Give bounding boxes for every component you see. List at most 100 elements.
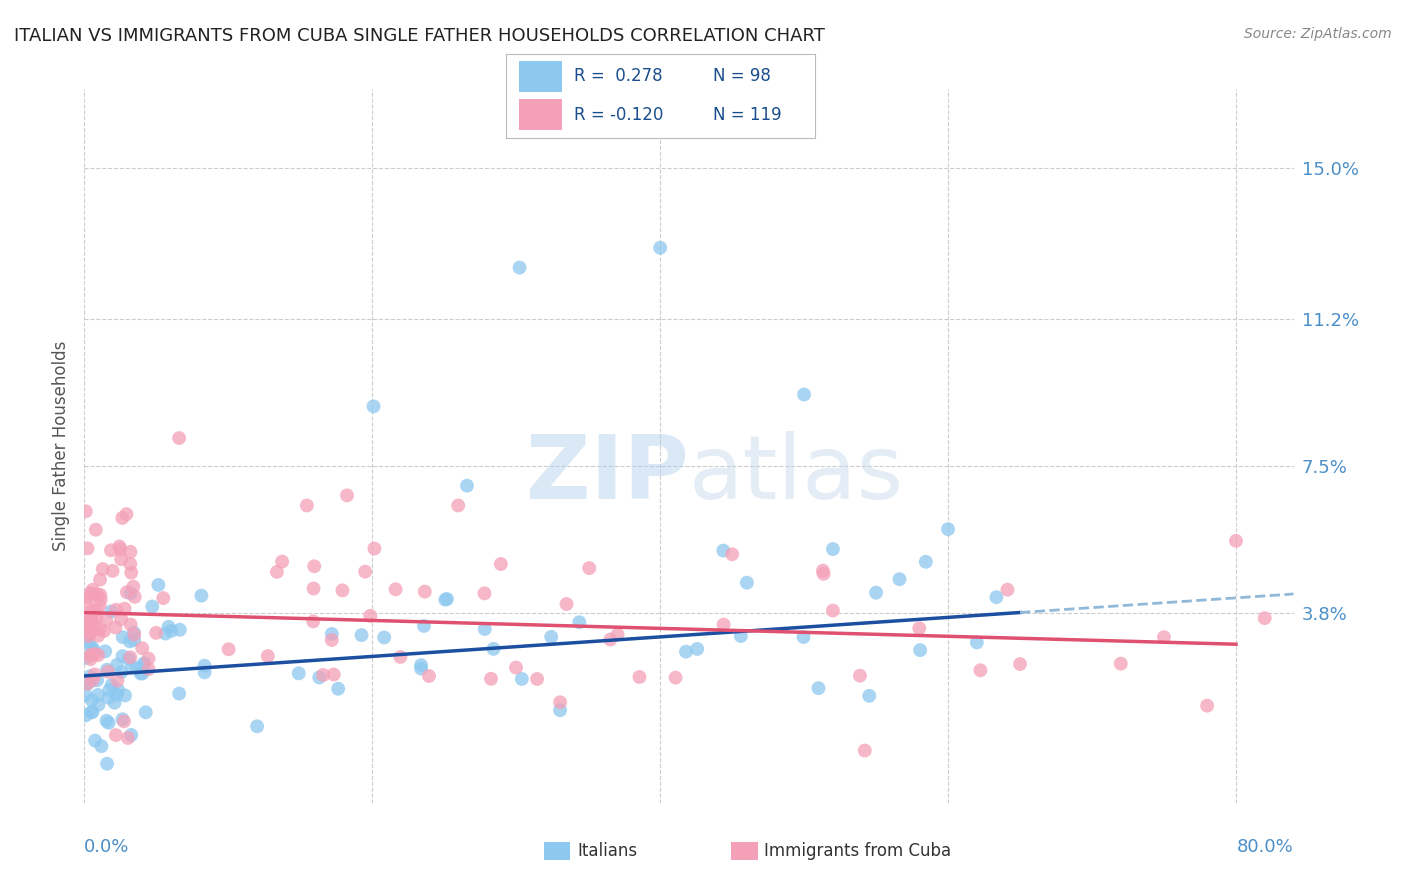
Point [75, 630, 97, 644]
Point [86, 611, 108, 625]
Point [509, 260, 531, 275]
Point [80, 648, 103, 663]
Bar [731, 842, 758, 860]
Point [91, 562, 114, 576]
Point [90, 592, 112, 607]
Point [100, 604, 122, 618]
Point [322, 667, 344, 681]
Point [90, 739, 112, 754]
Point [76, 541, 98, 556]
Point [853, 743, 876, 757]
Point [84, 733, 107, 747]
Point [75, 504, 97, 518]
Point [76, 677, 98, 691]
Point [111, 511, 134, 525]
Point [96, 756, 118, 771]
Point [510, 672, 533, 686]
Point [80, 648, 103, 662]
Point [108, 540, 131, 554]
Point [169, 623, 191, 637]
Point [336, 488, 359, 502]
Point [124, 590, 146, 604]
Point [328, 681, 350, 696]
Point [94, 613, 117, 627]
Point [84, 523, 107, 537]
Point [373, 631, 395, 645]
Point [997, 582, 1019, 597]
Point [1008, 657, 1031, 671]
Point [190, 589, 212, 603]
Point [111, 630, 134, 644]
Point [578, 561, 600, 575]
Point [80, 673, 103, 688]
Point [82, 587, 104, 601]
Point [79, 624, 101, 639]
Point [79, 586, 101, 600]
Point [413, 619, 436, 633]
Point [110, 612, 132, 626]
Point [120, 545, 142, 559]
Point [568, 615, 591, 630]
Point [120, 728, 142, 742]
Point [321, 632, 343, 647]
Point [77, 676, 100, 690]
Point [271, 555, 294, 569]
Point [389, 650, 412, 665]
Point [100, 678, 122, 692]
Point [118, 652, 141, 666]
Point [132, 657, 155, 672]
Point [114, 601, 136, 615]
Point [104, 728, 127, 742]
Point [84, 647, 107, 661]
Point [675, 645, 697, 659]
Point [986, 590, 1008, 604]
Point [122, 633, 145, 648]
Text: N = 119: N = 119 [713, 105, 782, 123]
Point [79, 626, 101, 640]
Point [79, 669, 101, 683]
Point [363, 541, 385, 556]
Point [111, 712, 134, 726]
Point [96, 663, 118, 677]
Point [302, 582, 325, 596]
Point [76, 597, 98, 611]
Point [111, 649, 134, 664]
Point [1153, 630, 1175, 644]
Point [120, 566, 142, 580]
Point [77, 629, 100, 643]
Point [821, 542, 844, 557]
Point [75, 611, 97, 625]
Point [908, 621, 931, 635]
Point [914, 555, 936, 569]
Point [80, 706, 103, 720]
Point [131, 641, 153, 656]
Point [447, 499, 470, 513]
Point [138, 651, 160, 665]
Point [1254, 611, 1277, 625]
Point [86, 588, 108, 602]
Point [89, 623, 111, 637]
Point [107, 683, 129, 698]
Point [167, 431, 190, 445]
Point [87, 688, 110, 702]
Point [97, 715, 120, 730]
Point [966, 635, 988, 649]
Point [302, 615, 325, 629]
Point [865, 585, 887, 599]
Point [628, 670, 651, 684]
Point [129, 666, 152, 681]
Text: 80.0%: 80.0% [1237, 838, 1294, 856]
Point [75, 708, 97, 723]
Point [908, 643, 931, 657]
Point [80, 640, 103, 655]
Point [77, 590, 100, 604]
Point [110, 552, 132, 566]
Point [77, 613, 100, 627]
Text: ITALIAN VS IMMIGRANTS FROM CUBA SINGLE FATHER HOUSEHOLDS CORRELATION CHART: ITALIAN VS IMMIGRANTS FROM CUBA SINGLE F… [14, 27, 825, 45]
Point [103, 696, 125, 710]
Point [96, 714, 118, 728]
Point [409, 658, 432, 673]
Point [606, 627, 628, 641]
Point [104, 620, 127, 634]
Point [120, 659, 142, 673]
